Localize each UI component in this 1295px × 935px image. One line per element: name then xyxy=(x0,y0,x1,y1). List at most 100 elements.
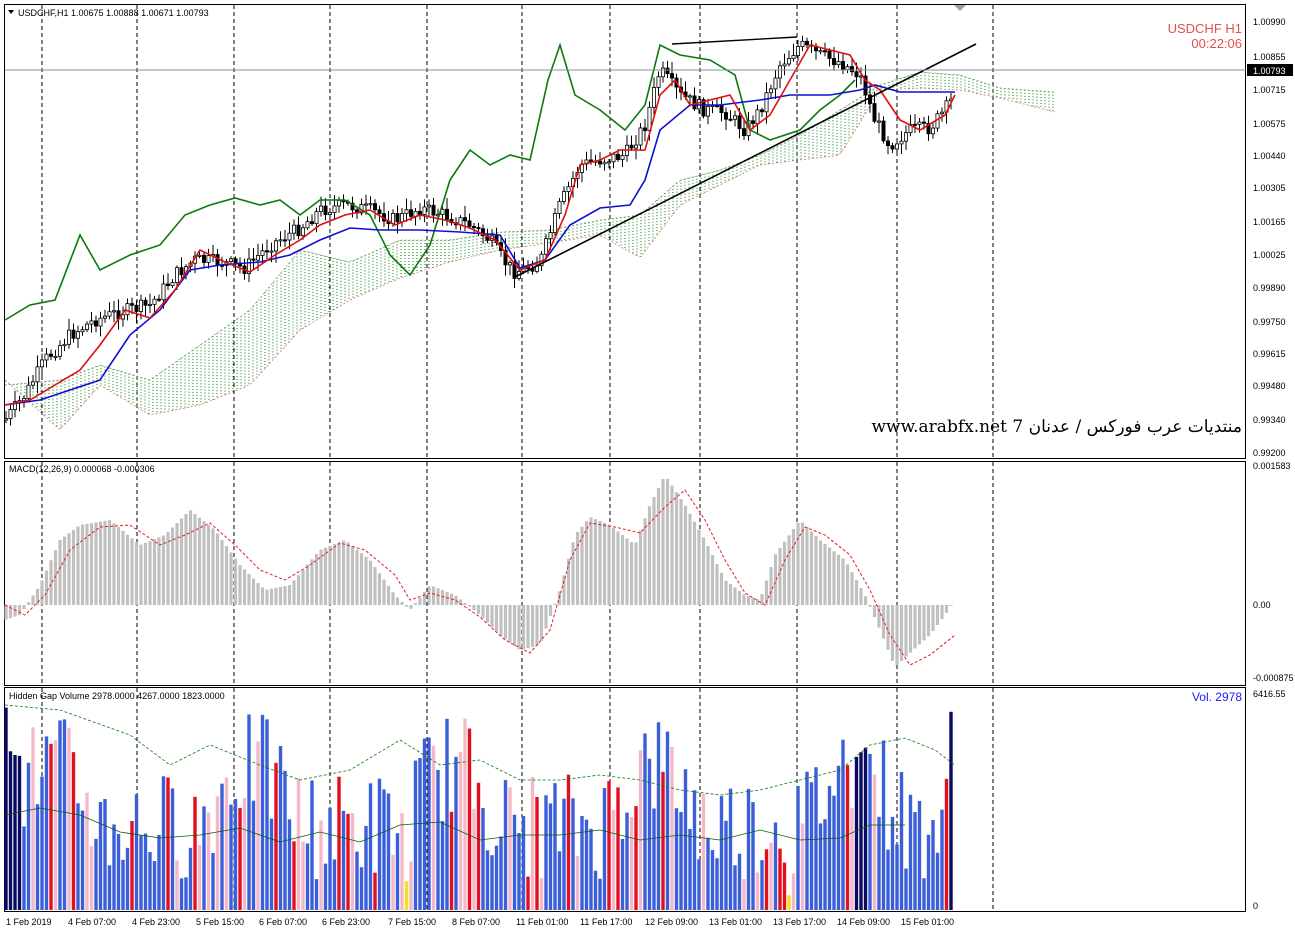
price-tick: 1.00715 xyxy=(1253,85,1286,95)
macd-panel[interactable] xyxy=(4,461,1246,686)
macd-histogram-bar xyxy=(841,558,845,605)
volume-bar xyxy=(319,820,323,910)
macd-histogram-bar xyxy=(62,536,67,605)
volume-bar xyxy=(922,878,926,910)
volume-bar xyxy=(733,865,737,910)
macd-histogram-bar xyxy=(314,554,319,605)
candle-body xyxy=(264,250,269,253)
candle-body xyxy=(836,61,841,66)
volume-bar xyxy=(512,814,517,910)
macd-histogram-bar xyxy=(895,605,899,666)
trendlines[interactable] xyxy=(512,36,977,279)
volume-bar xyxy=(413,760,418,910)
time-tick: 7 Feb 15:00 xyxy=(388,917,436,927)
macd-histogram-bar xyxy=(44,570,49,605)
macd-histogram-bar xyxy=(292,580,296,605)
macd-histogram-bar xyxy=(611,527,616,605)
macd-histogram-bar xyxy=(157,537,161,605)
macd-histogram-bar xyxy=(629,542,634,605)
macd-histogram-bar xyxy=(917,605,922,645)
candle-body xyxy=(890,145,895,150)
volume-bar xyxy=(940,809,944,910)
volume-bar xyxy=(787,895,791,910)
macd-histogram-bar xyxy=(161,535,166,605)
main-price-panel[interactable] xyxy=(4,4,1246,459)
macd-histogram-bar xyxy=(931,605,935,631)
candle-body xyxy=(760,109,765,113)
macd-histogram-bar xyxy=(346,542,350,605)
macd-histogram-bar xyxy=(571,542,575,605)
candle-body xyxy=(782,63,787,67)
macd-histogram-bar xyxy=(751,597,755,605)
macd-header: MACD(12,26,9) 0.000068 -0.000306 xyxy=(9,464,155,474)
volume-bar xyxy=(814,767,818,910)
volume-bar xyxy=(26,762,31,910)
macd-histogram-bar xyxy=(755,599,760,605)
volume-bar xyxy=(76,803,80,910)
macd-histogram-bar xyxy=(719,573,724,605)
volume-bar xyxy=(679,812,683,910)
macd-histogram-bar xyxy=(850,572,854,605)
volume-bar xyxy=(238,808,242,910)
macd-histogram-bar xyxy=(391,592,395,605)
volume-bar xyxy=(94,838,98,910)
volume-bar xyxy=(688,828,692,910)
shift-marker-icon[interactable] xyxy=(954,5,966,11)
macd-histogram-bar xyxy=(40,580,44,605)
volume-bar xyxy=(755,872,760,910)
macd-histogram-bar xyxy=(589,517,593,605)
candle-body xyxy=(670,73,675,79)
volume-bar xyxy=(251,800,256,910)
macd-histogram-bar xyxy=(440,590,445,605)
macd-histogram-bar xyxy=(868,605,872,607)
macd-histogram-bar xyxy=(328,546,332,605)
macd-histogram-bar xyxy=(337,542,341,605)
candle-body xyxy=(908,123,913,133)
candle-body xyxy=(426,204,431,208)
volume-bar xyxy=(107,865,112,910)
macd-histogram-bar xyxy=(737,590,742,605)
volume-bar xyxy=(782,862,787,910)
macd-histogram-bar xyxy=(247,574,251,605)
macd-histogram-bar xyxy=(224,546,229,605)
volume-upper-band xyxy=(4,704,956,796)
watermark: www.arabfx.net 7 منتديات عرب فوركس / عدن… xyxy=(872,417,1243,437)
macd-histogram-bar xyxy=(593,519,598,605)
volume-bar xyxy=(566,774,571,910)
macd-histogram-bar xyxy=(782,541,787,605)
volume-bar xyxy=(143,833,148,910)
macd-histogram-bar xyxy=(638,530,643,605)
volume-bar xyxy=(661,771,665,910)
volume-bar xyxy=(931,819,935,910)
candle-body xyxy=(764,92,769,113)
volume-bar xyxy=(269,818,274,910)
volume-bar xyxy=(850,808,854,910)
macd-histogram-bar xyxy=(53,550,58,605)
candle-body xyxy=(206,255,211,263)
price-tick: 1.00025 xyxy=(1253,250,1286,260)
candle-body xyxy=(323,205,328,216)
macd-histogram-bar xyxy=(8,605,13,619)
candle-body xyxy=(8,409,13,420)
candle-body xyxy=(616,153,621,160)
macd-histogram-bar xyxy=(944,605,949,613)
macd-histogram-bar xyxy=(431,586,436,605)
volume-bar xyxy=(278,746,283,910)
macd-histogram-bar xyxy=(170,527,175,605)
price-tick: 0.99480 xyxy=(1253,381,1286,391)
candle-body xyxy=(805,40,810,46)
macd-histogram-bar xyxy=(854,580,859,605)
macd-histogram-bar xyxy=(188,510,193,605)
macd-histogram-bar xyxy=(877,605,881,628)
candle-body xyxy=(309,221,314,225)
candle-body xyxy=(71,329,76,339)
candle-body xyxy=(80,329,85,333)
menu-triangle-icon[interactable] xyxy=(8,10,14,14)
macd-histogram-bar xyxy=(760,594,764,605)
volume-bar xyxy=(215,796,220,910)
ichimoku-cloud xyxy=(4,71,1056,430)
macd-histogram-bar xyxy=(899,605,904,661)
macd-tick: -0.000875 xyxy=(1253,673,1294,683)
volume-bar xyxy=(647,758,652,910)
